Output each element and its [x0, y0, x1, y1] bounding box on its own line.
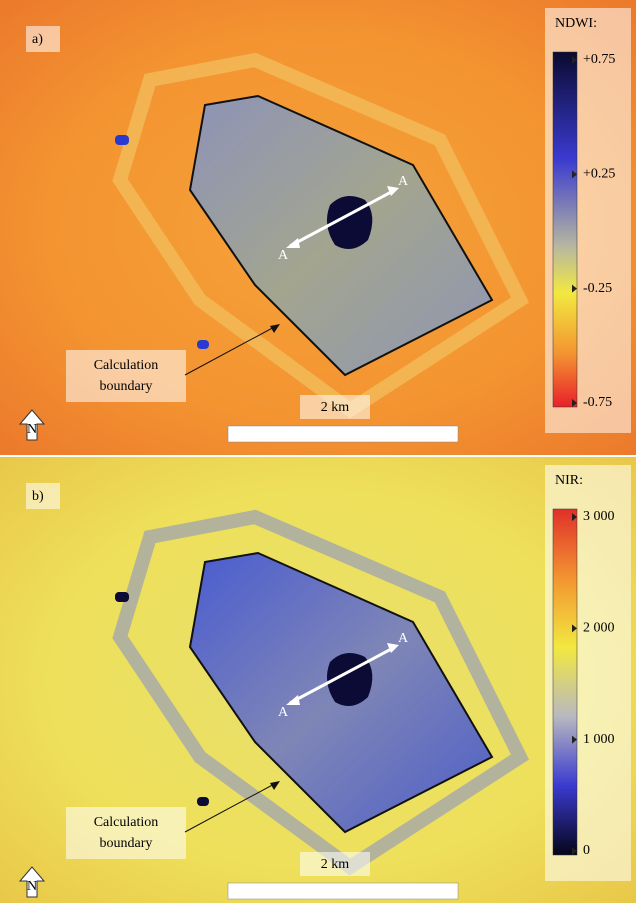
map-panel: A Ab) Calculation boundary 2 km N NIR: 3 000 2 0… — [0, 457, 636, 903]
colorbar-tick-label: -0.75 — [583, 395, 612, 410]
small-pond — [115, 592, 129, 602]
scale-label: 2 km — [321, 400, 350, 415]
section-label: A — [278, 248, 289, 263]
north-label: N — [27, 422, 37, 437]
small-pond — [115, 135, 129, 145]
section-label: A — [398, 174, 409, 189]
colorbar — [553, 52, 577, 407]
map-panel: A Aa) Calculation boundary 2 km N NDWI: +0.75 +0… — [0, 0, 636, 455]
colorbar-tick-label: +0.75 — [583, 52, 615, 67]
colorbar-tick-label: +0.25 — [583, 167, 615, 182]
small-pond — [197, 797, 209, 806]
section-label: A — [278, 705, 289, 720]
panel-label: a) — [32, 32, 43, 47]
colorbar-title: NIR: — [555, 473, 583, 488]
colorbar-tick-label: -0.25 — [583, 281, 612, 296]
scale-bar — [228, 883, 458, 899]
annotation-text: boundary — [100, 836, 153, 851]
annotation-text: Calculation — [94, 358, 159, 373]
north-label: N — [27, 879, 37, 894]
scale-label: 2 km — [321, 857, 350, 872]
panel-label: b) — [32, 489, 44, 504]
colorbar-tick-label: 2 000 — [583, 621, 615, 636]
annotation-text: Calculation — [94, 815, 159, 830]
colorbar-title: NDWI: — [555, 16, 597, 31]
colorbar-tick-label: 0 — [583, 843, 590, 858]
colorbar-tick-label: 3 000 — [583, 509, 615, 524]
colorbar-tick-label: 1 000 — [583, 732, 615, 747]
figure: A Aa) Calculation boundary 2 km N NDWI: +0.75 +0… — [0, 0, 636, 903]
small-pond — [197, 340, 209, 349]
annotation-text: boundary — [100, 379, 153, 394]
scale-bar — [228, 426, 458, 442]
colorbar — [553, 509, 577, 855]
section-label: A — [398, 631, 409, 646]
